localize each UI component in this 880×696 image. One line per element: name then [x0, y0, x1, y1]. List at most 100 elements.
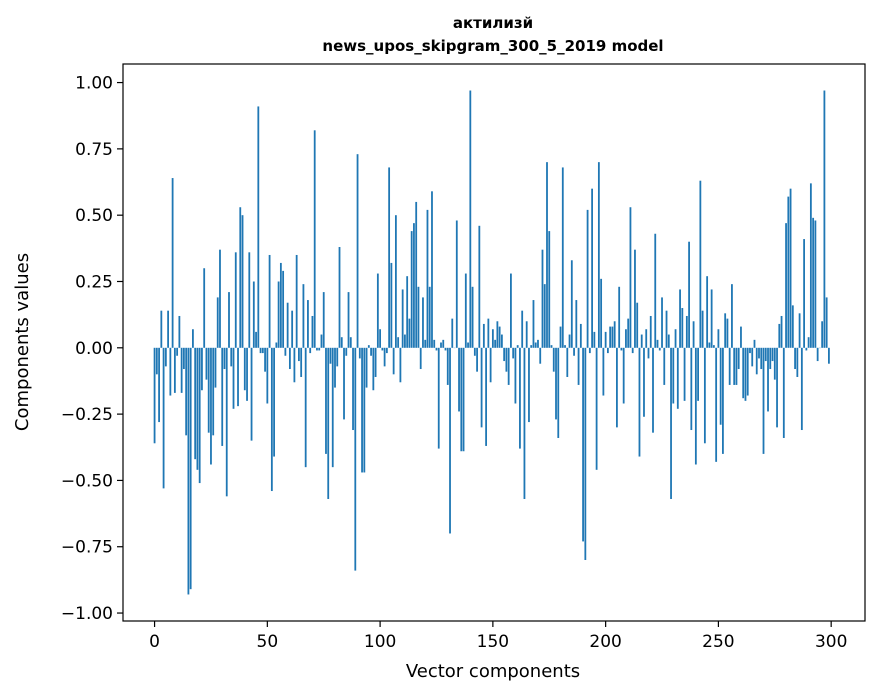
bar-143: [476, 347, 478, 372]
bar-112: [406, 276, 409, 348]
bar-59: [286, 302, 289, 348]
bar-106: [392, 347, 395, 375]
bar-205: [616, 347, 618, 428]
bar-279: [782, 347, 785, 438]
bar-16: [189, 347, 192, 590]
bar-149: [489, 347, 492, 383]
bar-111: [404, 334, 406, 348]
bar-114: [410, 231, 413, 348]
bar-297: [823, 90, 826, 348]
bar-225: [661, 297, 663, 348]
bar-200: [604, 331, 607, 348]
bar-23: [205, 347, 208, 380]
bar-228: [667, 334, 670, 348]
bar-259: [737, 347, 740, 370]
bar-78: [329, 347, 332, 364]
bar-286: [798, 313, 801, 348]
bar-160: [514, 347, 517, 404]
bar-136: [460, 347, 463, 452]
bar-213: [634, 249, 636, 348]
bar-2: [158, 347, 160, 423]
bar-64: [298, 347, 300, 362]
bar-191: [584, 347, 587, 560]
bar-52: [270, 347, 273, 492]
y-tick-label: −1.00: [61, 604, 113, 624]
bar-58: [284, 347, 287, 356]
bar-55: [277, 281, 280, 348]
bar-98: [374, 347, 377, 377]
bar-103: [385, 347, 388, 354]
bar-38: [239, 207, 242, 348]
bar-24: [207, 347, 210, 433]
bar-57: [282, 270, 285, 348]
bar-265: [751, 347, 754, 367]
bar-17: [192, 329, 194, 348]
bar-244: [703, 347, 706, 444]
bar-19: [196, 347, 199, 470]
bar-148: [487, 318, 490, 348]
bar-88: [352, 347, 354, 431]
bar-272: [767, 347, 769, 412]
bar-4: [162, 347, 165, 489]
bar-8: [171, 178, 174, 348]
bar-93: [363, 347, 366, 473]
bar-280: [785, 223, 787, 348]
y-tick-label: 0.75: [75, 140, 113, 160]
bar-44: [252, 281, 255, 348]
bar-69: [309, 347, 312, 354]
bar-146: [482, 323, 485, 348]
bar-292: [812, 217, 815, 348]
bar-153: [498, 326, 501, 348]
bar-104: [388, 167, 391, 348]
bar-41: [246, 347, 248, 401]
bar-270: [762, 347, 765, 454]
bar-165: [525, 321, 528, 348]
bar-18: [194, 347, 197, 460]
bar-162: [519, 347, 521, 449]
x-axis-label: Vector components: [406, 661, 580, 682]
bar-291: [809, 183, 812, 348]
bar-139: [467, 342, 469, 348]
bar-214: [636, 302, 639, 348]
bar-50: [266, 347, 269, 404]
bar-185: [570, 260, 573, 348]
bar-48: [261, 347, 264, 354]
bar-246: [708, 342, 711, 348]
y-tick-label: −0.75: [61, 538, 113, 558]
bar-29: [219, 249, 221, 348]
bar-51: [268, 254, 271, 348]
bar-3: [160, 310, 163, 348]
bar-73: [318, 347, 321, 351]
bar-234: [681, 308, 684, 348]
chart-title-line2: news_upos_skipgram_300_5_2019 model: [322, 37, 663, 55]
bar-227: [665, 310, 668, 348]
bar-293: [814, 220, 817, 348]
y-tick-label: 0.25: [75, 272, 113, 292]
bar-238: [690, 347, 693, 431]
bar-281: [787, 196, 790, 348]
bar-198: [600, 278, 603, 348]
bar-137: [462, 347, 465, 452]
bar-167: [530, 345, 533, 348]
bar-127: [440, 342, 442, 348]
x-tick-label: 50: [257, 632, 279, 652]
bar-26: [212, 347, 215, 436]
bar-164: [523, 347, 526, 499]
bar-72: [316, 347, 318, 351]
bar-271: [764, 347, 767, 362]
bar-215: [638, 347, 641, 457]
x-tick-label: 100: [364, 632, 396, 652]
bar-216: [640, 334, 643, 348]
bar-260: [740, 326, 742, 348]
bar-155: [503, 347, 506, 362]
bar-257: [733, 347, 736, 385]
bar-28: [216, 297, 219, 348]
bars-group: [153, 90, 830, 595]
bar-144: [478, 225, 481, 348]
y-tick-label: 0.00: [75, 339, 113, 359]
bar-254: [726, 318, 729, 348]
bar-96: [370, 347, 372, 356]
bar-56: [279, 262, 282, 348]
bar-241: [697, 347, 699, 401]
